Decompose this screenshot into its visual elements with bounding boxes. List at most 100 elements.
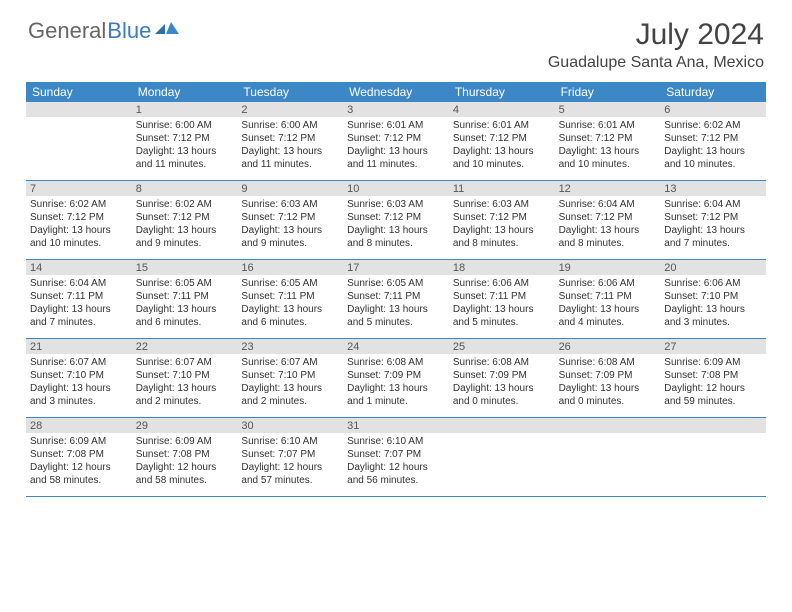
sun-info-line: and 3 minutes.: [664, 316, 762, 329]
calendar-week-row: 7Sunrise: 6:02 AMSunset: 7:12 PMDaylight…: [26, 181, 766, 260]
sun-info-line: Sunrise: 6:00 AM: [136, 119, 234, 132]
day-number: [555, 418, 661, 433]
sun-info-line: and 10 minutes.: [30, 237, 128, 250]
sun-info-line: Sunset: 7:12 PM: [664, 211, 762, 224]
sun-info-line: Sunrise: 6:00 AM: [241, 119, 339, 132]
sun-info-line: and 0 minutes.: [559, 395, 657, 408]
sun-info-line: Daylight: 13 hours: [453, 382, 551, 395]
calendar-day-cell: [449, 418, 555, 496]
sun-info-line: Sunrise: 6:09 AM: [136, 435, 234, 448]
weekday-header-row: Sunday Monday Tuesday Wednesday Thursday…: [26, 82, 766, 102]
sun-info-line: Sunrise: 6:08 AM: [347, 356, 445, 369]
sun-info-line: Daylight: 13 hours: [664, 303, 762, 316]
day-number: 20: [660, 260, 766, 275]
sun-info-line: and 9 minutes.: [136, 237, 234, 250]
sun-info-line: Sunset: 7:12 PM: [30, 211, 128, 224]
day-number: 1: [132, 102, 238, 117]
sun-info-line: Daylight: 13 hours: [559, 224, 657, 237]
sun-info-line: Daylight: 13 hours: [559, 145, 657, 158]
calendar-day-cell: 5Sunrise: 6:01 AMSunset: 7:12 PMDaylight…: [555, 102, 661, 180]
sun-info-line: Sunset: 7:12 PM: [347, 132, 445, 145]
sun-info-line: and 7 minutes.: [30, 316, 128, 329]
sun-info-line: Sunset: 7:08 PM: [136, 448, 234, 461]
weekday-header: Tuesday: [237, 82, 343, 102]
sun-info-line: and 2 minutes.: [241, 395, 339, 408]
calendar-day-cell: 26Sunrise: 6:08 AMSunset: 7:09 PMDayligh…: [555, 339, 661, 417]
month-title: July 2024: [548, 18, 764, 52]
day-number: 26: [555, 339, 661, 354]
sun-info-line: Sunset: 7:08 PM: [30, 448, 128, 461]
sun-info-line: Sunrise: 6:06 AM: [664, 277, 762, 290]
sun-info-line: and 6 minutes.: [241, 316, 339, 329]
day-number: 22: [132, 339, 238, 354]
sun-info-line: Sunrise: 6:02 AM: [136, 198, 234, 211]
calendar-day-cell: 3Sunrise: 6:01 AMSunset: 7:12 PMDaylight…: [343, 102, 449, 180]
sun-info-line: and 1 minute.: [347, 395, 445, 408]
sun-info-line: Sunset: 7:11 PM: [347, 290, 445, 303]
calendar-day-cell: 12Sunrise: 6:04 AMSunset: 7:12 PMDayligh…: [555, 181, 661, 259]
sun-info-line: Daylight: 13 hours: [664, 224, 762, 237]
sun-info-line: and 11 minutes.: [347, 158, 445, 171]
sun-info-line: Daylight: 13 hours: [347, 145, 445, 158]
calendar-day-cell: 19Sunrise: 6:06 AMSunset: 7:11 PMDayligh…: [555, 260, 661, 338]
day-number: 24: [343, 339, 449, 354]
day-number: 5: [555, 102, 661, 117]
sun-info-line: Sunrise: 6:03 AM: [347, 198, 445, 211]
day-number: 29: [132, 418, 238, 433]
sun-info-line: Sunrise: 6:09 AM: [664, 356, 762, 369]
sun-info-line: Sunrise: 6:07 AM: [136, 356, 234, 369]
sun-info-line: Sunset: 7:08 PM: [664, 369, 762, 382]
sun-info-line: Sunset: 7:12 PM: [241, 132, 339, 145]
sun-info-line: and 11 minutes.: [241, 158, 339, 171]
sun-info-line: Sunrise: 6:10 AM: [347, 435, 445, 448]
sun-info-line: Sunset: 7:09 PM: [347, 369, 445, 382]
calendar-day-cell: 17Sunrise: 6:05 AMSunset: 7:11 PMDayligh…: [343, 260, 449, 338]
day-number: 31: [343, 418, 449, 433]
sun-info-line: Sunset: 7:12 PM: [347, 211, 445, 224]
day-number: 2: [237, 102, 343, 117]
sun-info-line: and 57 minutes.: [241, 474, 339, 487]
sun-info-line: Daylight: 13 hours: [453, 224, 551, 237]
sun-info-line: Sunrise: 6:07 AM: [241, 356, 339, 369]
sun-info-line: Sunset: 7:09 PM: [453, 369, 551, 382]
day-number: 8: [132, 181, 238, 196]
sun-info-line: Sunrise: 6:09 AM: [30, 435, 128, 448]
day-number: 11: [449, 181, 555, 196]
calendar-week-row: 14Sunrise: 6:04 AMSunset: 7:11 PMDayligh…: [26, 260, 766, 339]
sun-info-line: Daylight: 13 hours: [30, 382, 128, 395]
page-header: GeneralBlue July 2024 Guadalupe Santa An…: [0, 0, 792, 76]
sun-info-line: and 7 minutes.: [664, 237, 762, 250]
calendar-week-row: 1Sunrise: 6:00 AMSunset: 7:12 PMDaylight…: [26, 102, 766, 181]
sun-info-line: and 10 minutes.: [453, 158, 551, 171]
sun-info-line: Sunrise: 6:04 AM: [30, 277, 128, 290]
day-number: 30: [237, 418, 343, 433]
day-number: 15: [132, 260, 238, 275]
sun-info-line: Sunrise: 6:08 AM: [559, 356, 657, 369]
sun-info-line: Sunset: 7:10 PM: [136, 369, 234, 382]
sun-info-line: Sunset: 7:11 PM: [453, 290, 551, 303]
day-number: 4: [449, 102, 555, 117]
sun-info-line: Sunrise: 6:10 AM: [241, 435, 339, 448]
location-subtitle: Guadalupe Santa Ana, Mexico: [548, 54, 764, 72]
sun-info-line: Sunrise: 6:05 AM: [347, 277, 445, 290]
day-number: 10: [343, 181, 449, 196]
day-number: 28: [26, 418, 132, 433]
calendar-day-cell: 21Sunrise: 6:07 AMSunset: 7:10 PMDayligh…: [26, 339, 132, 417]
title-block: July 2024 Guadalupe Santa Ana, Mexico: [548, 18, 764, 72]
sun-info-line: and 4 minutes.: [559, 316, 657, 329]
calendar-day-cell: 22Sunrise: 6:07 AMSunset: 7:10 PMDayligh…: [132, 339, 238, 417]
calendar-day-cell: 20Sunrise: 6:06 AMSunset: 7:10 PMDayligh…: [660, 260, 766, 338]
weekday-header: Saturday: [660, 82, 766, 102]
calendar-week-row: 28Sunrise: 6:09 AMSunset: 7:08 PMDayligh…: [26, 418, 766, 497]
sun-info-line: and 6 minutes.: [136, 316, 234, 329]
sun-info-line: Sunrise: 6:01 AM: [347, 119, 445, 132]
day-number: 13: [660, 181, 766, 196]
day-number: 12: [555, 181, 661, 196]
sun-info-line: Daylight: 13 hours: [347, 303, 445, 316]
calendar-day-cell: 15Sunrise: 6:05 AMSunset: 7:11 PMDayligh…: [132, 260, 238, 338]
sun-info-line: Daylight: 13 hours: [453, 145, 551, 158]
weekday-header: Friday: [555, 82, 661, 102]
sun-info-line: Sunset: 7:09 PM: [559, 369, 657, 382]
day-number: 7: [26, 181, 132, 196]
sun-info-line: and 8 minutes.: [347, 237, 445, 250]
